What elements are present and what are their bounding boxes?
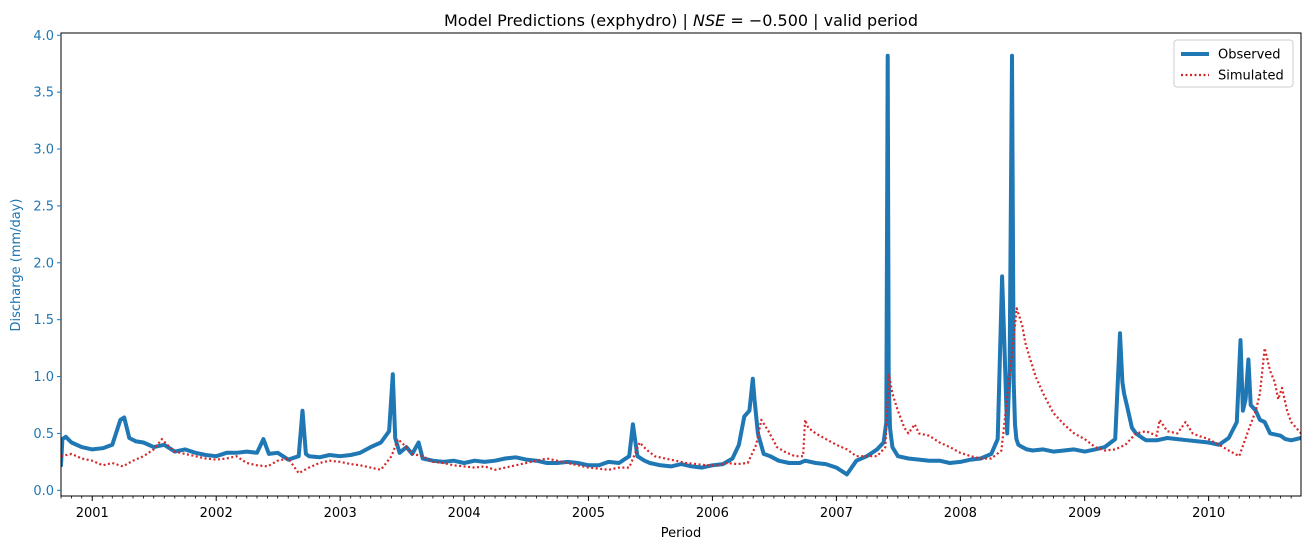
title-metric-name: NSE [693, 11, 726, 30]
x-tick-label: 2008 [944, 506, 977, 521]
series-line-observed [61, 53, 1301, 477]
legend: Observed Simulated [1173, 39, 1294, 88]
y-tick-label: 0.5 [33, 427, 54, 442]
y-axis-label: Discharge (mm/day) [9, 198, 24, 331]
series-line-simulated [61, 307, 1301, 475]
x-tick-label: 2002 [200, 506, 233, 521]
y-tick-label: 0.0 [33, 484, 54, 499]
y-tick-label: 3.5 [33, 86, 54, 101]
x-tick-label: 2005 [572, 506, 605, 521]
plot-area [61, 53, 1301, 477]
x-tick-label: 2006 [696, 506, 729, 521]
title-prefix: Model Predictions (exphydro) | [444, 11, 693, 30]
y-tick-label: 2.5 [33, 199, 54, 214]
legend-label-simulated: Simulated [1218, 69, 1284, 84]
chart-title: Model Predictions (exphydro) | NSE = −0.… [444, 11, 918, 30]
y-tick-label: 4.0 [33, 29, 54, 44]
y-tick-label: 3.0 [33, 143, 54, 158]
x-axis-label: Period [661, 526, 702, 541]
x-tick-label: 2003 [324, 506, 357, 521]
x-tick-label: 2004 [448, 506, 481, 521]
x-tick-label: 2010 [1192, 506, 1225, 521]
x-tick-label: 2007 [820, 506, 853, 521]
y-tick-label: 1.0 [33, 370, 54, 385]
legend-label-observed: Observed [1218, 48, 1281, 63]
axes: 0.0 0.5 1.0 1.5 2.0 2.5 3.0 3.5 4.0 2001 2002 2003 2… [33, 29, 1302, 521]
title-suffix: | valid period [808, 11, 918, 30]
title-metric-value: = −0.500 [725, 11, 808, 30]
y-tick-label: 1.5 [33, 313, 54, 328]
x-tick-label: 2001 [76, 506, 109, 521]
y-tick-label: 2.0 [33, 256, 54, 271]
x-tick-label: 2009 [1068, 506, 1101, 521]
